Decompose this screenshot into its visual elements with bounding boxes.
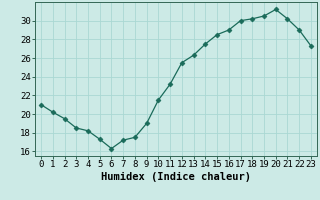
X-axis label: Humidex (Indice chaleur): Humidex (Indice chaleur) — [101, 172, 251, 182]
